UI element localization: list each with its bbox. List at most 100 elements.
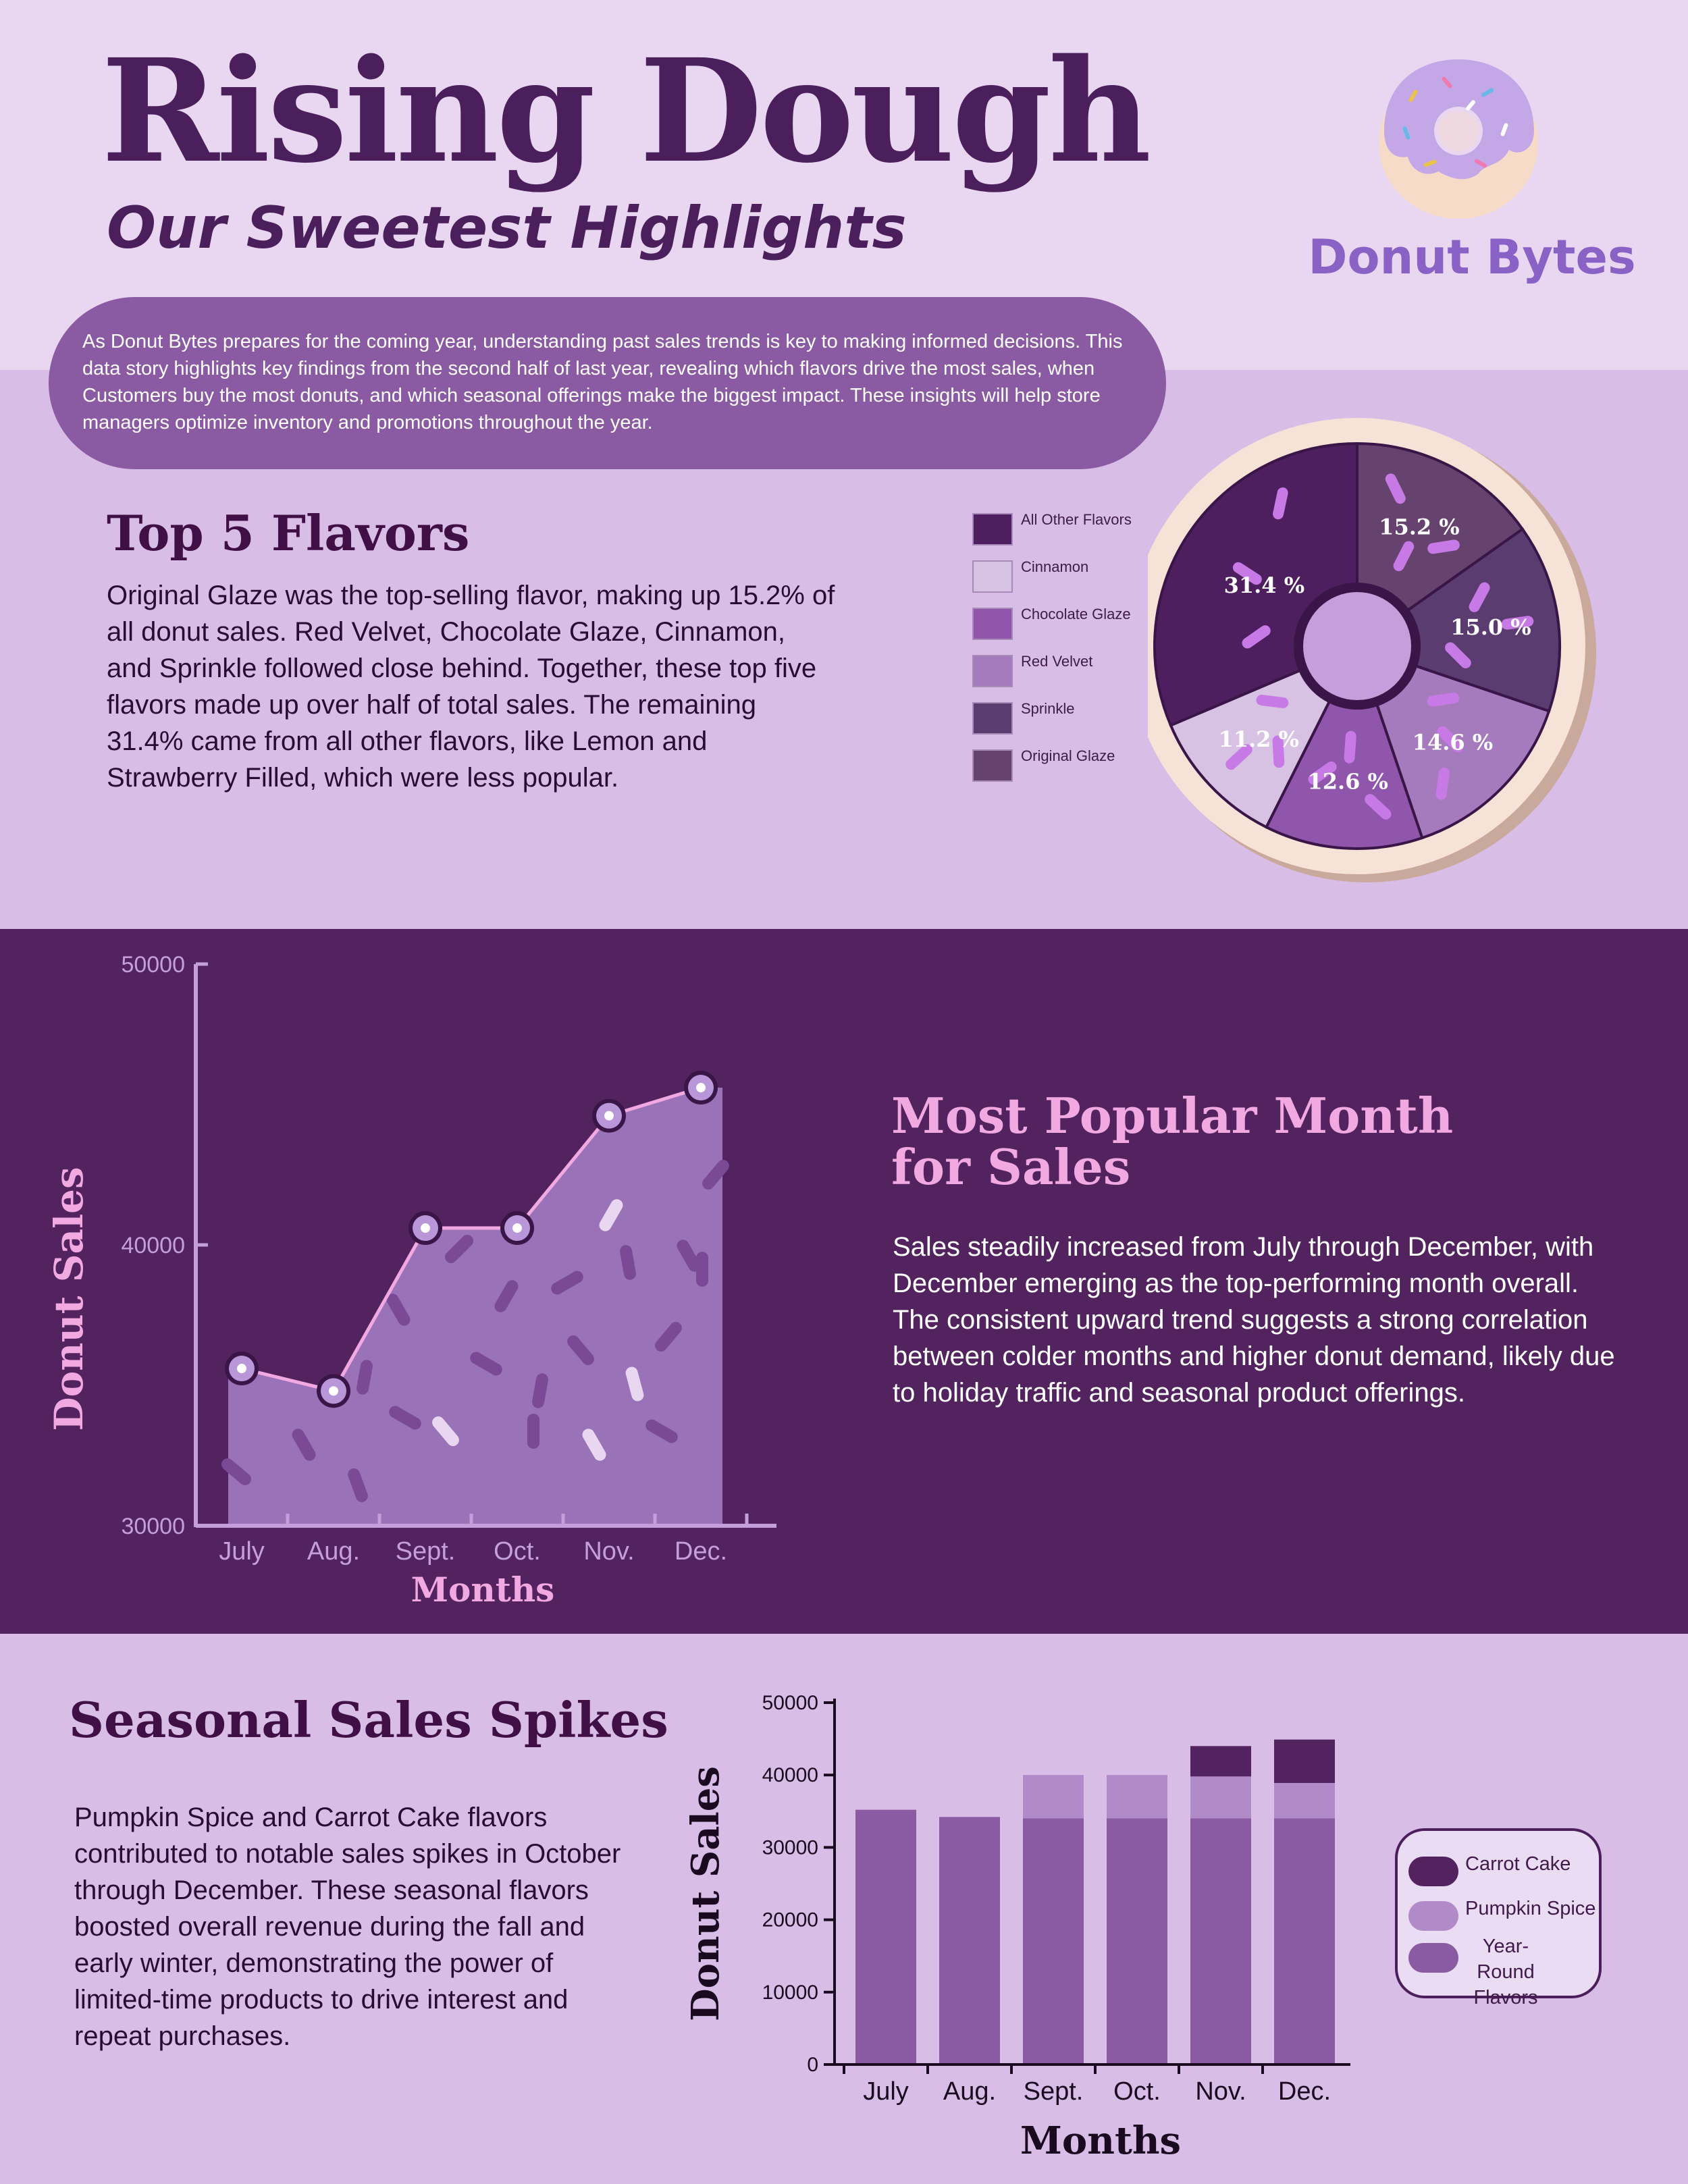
- seasonal-text: Pumpkin Spice and Carrot Cake flavors co…: [74, 1803, 621, 2051]
- legend-item: Sprinkle: [972, 699, 1148, 739]
- legend-label: Carrot Cake: [1465, 1853, 1571, 1875]
- bar-pumpkin-spice: [1107, 1775, 1167, 1819]
- donut-icon: [225, 1352, 259, 1386]
- sprinkle: [655, 1321, 682, 1352]
- sprinkle: [1469, 582, 1490, 612]
- x-tick-label: Dec.: [1278, 2077, 1331, 2106]
- sprinkle: [1225, 744, 1252, 770]
- sprinkle: [702, 1159, 729, 1190]
- sprinkle: [1393, 541, 1415, 572]
- flavors-title: Top 5 Flavors: [107, 504, 470, 562]
- sprinkle: [348, 1468, 368, 1502]
- y-axis-title: Donut Sales: [683, 1766, 728, 2021]
- y-tick-label: 30000: [121, 1514, 185, 1539]
- sprinkle: [1445, 642, 1471, 668]
- sprinkle: [1344, 730, 1356, 764]
- sales-area: [228, 1088, 722, 1526]
- x-tick-label: Oct.: [494, 1537, 541, 1566]
- sprinkle: [292, 1429, 316, 1461]
- pie-slice-sprinkle: [1354, 527, 1561, 713]
- x-tick-label: Sept.: [1024, 2077, 1084, 2106]
- sprinkle: [1385, 473, 1406, 504]
- seasonal-stacked-bar-chart: 0 10000 20000 30000 40000 50000 July Aug. Sept. O…: [683, 1692, 1350, 2163]
- legend-swatch: [1408, 1943, 1458, 1973]
- sprinkle: [1435, 767, 1450, 800]
- pie-slice-chocolate-glaze: [1264, 642, 1424, 850]
- legend-label: Cinnamon: [1021, 558, 1089, 575]
- sprinkle: [645, 1419, 678, 1443]
- page-subtitle: Our Sweetest Highlights: [107, 194, 907, 262]
- legend-swatch: [972, 655, 1013, 687]
- bar-pumpkin-spice: [1274, 1782, 1335, 1819]
- legend-label: Original Glaze: [1021, 747, 1115, 764]
- pie-value-label: 11.2 %: [1218, 726, 1298, 752]
- x-tick-label: Dec.: [675, 1537, 727, 1566]
- x-tick-label: Nov.: [1195, 2077, 1246, 2106]
- donut-icon-hole: [237, 1364, 246, 1374]
- seasonal-title: Seasonal Sales Spikes: [69, 1691, 668, 1749]
- bar-legend: Carrot Cake Pumpkin Spice Year-Round Flavo…: [1395, 1828, 1602, 2008]
- x-tick-label: July: [863, 2077, 909, 2106]
- sprinkle: [389, 1406, 421, 1430]
- x-axis-title: Months: [411, 1570, 555, 1609]
- x-tick-label: Aug.: [943, 2077, 996, 2106]
- donut-icon: [500, 1211, 534, 1246]
- sprinkle: [432, 1416, 459, 1447]
- pie-value-label: 15.0 %: [1450, 614, 1531, 640]
- x-tick-label: July: [219, 1537, 265, 1566]
- pie-value-label: 14.6 %: [1413, 729, 1493, 755]
- sprinkle: [532, 1373, 548, 1408]
- y-tick-label: 20000: [762, 1909, 818, 1932]
- intro-box: As Donut Bytes prepares for the coming y…: [49, 297, 1166, 469]
- sprinkle: [582, 1429, 606, 1461]
- legend-label: Sprinkle: [1021, 700, 1075, 717]
- legend-swatch: [972, 560, 1013, 593]
- bar-year-round-flavors: [1190, 1818, 1251, 2065]
- sprinkle: [1308, 761, 1337, 785]
- legend-item: Red Velvet: [972, 651, 1148, 692]
- pie-value-label: 12.6 %: [1307, 769, 1388, 795]
- donut-hole: [1303, 592, 1411, 700]
- x-axis-title: Months: [1020, 2119, 1181, 2163]
- sprinkle: [1365, 794, 1392, 820]
- monthly-sales-line-chart: 30000 40000 50000 July Aug. Sept. Oct. Nov. Dec.…: [46, 952, 776, 1609]
- legend-swatch: [1408, 1857, 1458, 1886]
- x-tick-label: Oct.: [1113, 2077, 1161, 2106]
- flavor-pie-chart: 15.2 % 15.0 % 14.6 % 12.6 % 11.2 % 31.4 %: [1148, 418, 1596, 882]
- bar-carrot-cake: [1190, 1746, 1251, 1777]
- intro-text: As Donut Bytes prepares for the coming y…: [82, 331, 1123, 433]
- sprinkle: [1232, 562, 1262, 585]
- legend-item: Pumpkin Spice: [1408, 1896, 1598, 1943]
- bar-year-round-flavors: [1107, 1818, 1167, 2065]
- legend-label: Year-Round Flavors: [1473, 1936, 1538, 2008]
- sprinkle: [1437, 726, 1464, 753]
- legend-swatch: [972, 608, 1013, 640]
- sprinkle: [1427, 692, 1460, 707]
- popular-month-title: Most Popular Month for Sales: [891, 1087, 1454, 1196]
- y-tick-label: 50000: [762, 1692, 818, 1714]
- legend-swatch: [972, 749, 1013, 782]
- legend-label: Chocolate Glaze: [1021, 606, 1131, 622]
- legend-item: Year-Round Flavors: [1408, 1936, 1598, 2008]
- legend-item: Original Glaze: [972, 746, 1148, 787]
- flavors-text: Original Glaze was the top-selling flavo…: [107, 581, 835, 793]
- y-tick-label: 40000: [121, 1233, 185, 1258]
- sprinkle: [1273, 487, 1288, 520]
- donut-icon-hole: [421, 1223, 430, 1233]
- bar-year-round-flavors: [1274, 1818, 1335, 2065]
- y-axis-title: Donut Sales: [46, 1167, 92, 1431]
- sprinkle: [1501, 616, 1534, 630]
- legend-item: Cinnamon: [972, 557, 1148, 597]
- y-tick-label: 50000: [121, 952, 185, 978]
- sprinkle: [677, 1240, 701, 1272]
- donut-icon: [684, 1071, 718, 1105]
- bar-year-round-flavors: [1023, 1818, 1084, 2065]
- sprinkle: [444, 1234, 474, 1264]
- sprinkle: [1242, 625, 1271, 649]
- legend-item: Chocolate Glaze: [972, 604, 1148, 645]
- y-tick-label: 0: [807, 2054, 818, 2076]
- sprinkle: [551, 1271, 583, 1295]
- sprinkle: [1427, 539, 1460, 554]
- bar-year-round-flavors: [855, 1809, 916, 2065]
- donut-icon-hole: [604, 1111, 614, 1121]
